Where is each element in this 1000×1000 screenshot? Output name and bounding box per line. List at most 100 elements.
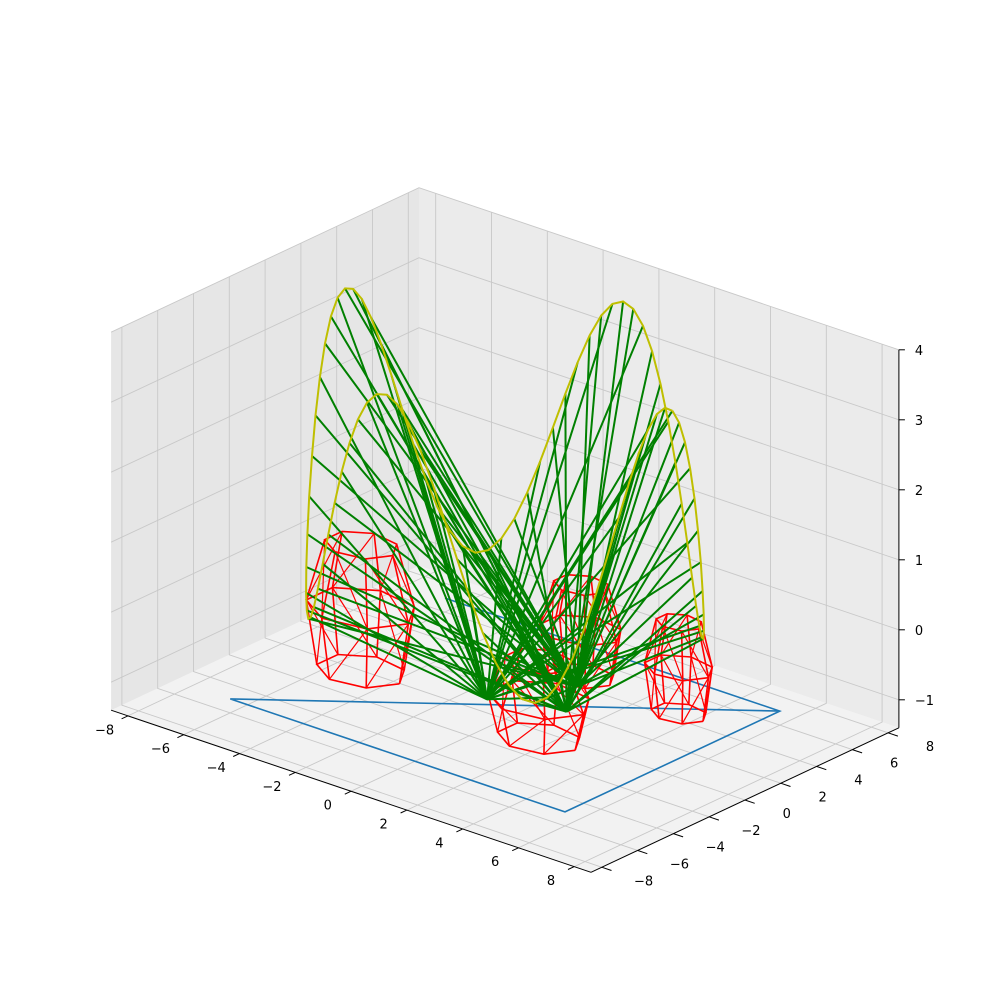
wireframe-rib [680,630,684,724]
grid-line-y [264,260,746,801]
spoke-line [419,449,578,687]
spoke-line [319,376,488,700]
y-tick-label: 8 [926,740,934,755]
wireframe-rib [653,626,664,719]
rim-curve-line [305,287,705,705]
wireframe-rib [331,531,343,655]
spoke-line [576,576,693,688]
x-tick-label: 2 [379,818,387,833]
y-tick-mark [887,732,899,737]
spoke-line [565,637,704,713]
wireframe-ring [643,654,714,682]
spoke-line [443,519,568,713]
grid-line-y [121,327,602,868]
grid-line-x [462,306,771,830]
z-tick-label: 0 [915,624,923,639]
x-tick-mark [232,753,240,757]
y-tick-label: −6 [670,858,689,873]
base-outline-line [229,597,782,813]
y-tick-label: 4 [854,774,862,789]
spoke-line [370,317,578,687]
spoke-line [495,661,578,688]
grid-line-y [407,192,889,734]
x-tick-mark [344,790,352,795]
spoke-line [576,301,625,687]
wireframe-rib [700,621,714,713]
y-tick-label: −4 [706,841,725,856]
spoke-line [576,407,666,687]
spoke-line [310,616,488,701]
grid-line-y [157,310,638,851]
wireframe-ring [496,722,581,756]
grid-line-x [406,287,716,811]
spoke-line [357,418,578,688]
spoke-line [565,605,697,713]
x-tick-mark [511,847,519,852]
wireframe-rib [320,551,336,680]
rim-curve [305,287,705,705]
z-tick-label: 1 [915,554,923,569]
spoke-line [396,404,489,700]
y-tick-label: 2 [818,790,826,805]
y-tick-label: −2 [741,824,760,839]
y-tick-mark [744,799,755,804]
y-tick-mark [708,816,720,821]
grid-line-z [110,257,900,421]
y-tick-label: 0 [783,807,791,822]
z-tick-label: −1 [915,694,934,709]
z-tick-label: 2 [915,484,923,499]
y-tick-mark [816,765,827,771]
spoke-line [327,533,567,713]
y-tick-label: 6 [890,757,898,772]
x-tick-mark [456,828,463,833]
grid-line-z [110,187,900,351]
spoke-line [526,492,568,712]
spoke-line [486,627,586,701]
x-tick-mark [121,715,129,720]
spoke-line [340,471,488,700]
grid-line-x [574,344,883,868]
spoke-line [456,558,578,688]
y-tick-mark [673,833,684,838]
spoke-line [565,503,683,713]
spoke-line [322,563,488,701]
spoke-line [559,681,568,712]
spoke-line [468,597,489,700]
z-tick-label: 3 [915,414,923,429]
z-tick-label: 4 [915,344,923,359]
x-tick-mark [288,771,296,776]
spoke-line [366,402,489,700]
wireframe-rib [660,613,668,704]
spoke-line [336,297,489,700]
spoke-line [576,335,591,687]
spoke-line [486,361,579,700]
grid-line-y [193,293,674,835]
x-tick-mark [567,866,575,870]
y-tick-mark [637,849,648,855]
x-tick-label: −2 [262,780,281,795]
spoke-line [576,461,677,687]
spoke-line [306,533,567,713]
x-tick-mark [400,809,408,814]
grid-line-y [336,226,817,767]
x-tick-label: 6 [491,855,499,870]
x-tick-mark [177,734,184,739]
spoke-line [486,517,620,700]
spoke-line [308,617,578,688]
spoke-line [324,342,578,687]
spoke-line [565,590,704,713]
spoke-line [486,428,650,700]
grid-line-x [183,212,492,736]
spoke-line [551,427,579,687]
spoke-line [352,288,568,713]
grid-line-z [110,397,900,561]
y-tick-mark [852,749,863,754]
spoke-line [487,696,548,701]
spoke-line [576,452,640,687]
x-tick-label: 4 [435,836,443,851]
grid-line-x [518,325,827,849]
wireframe-ring [503,647,574,676]
grid-line-z [110,327,900,491]
y-tick-mark [780,782,791,787]
